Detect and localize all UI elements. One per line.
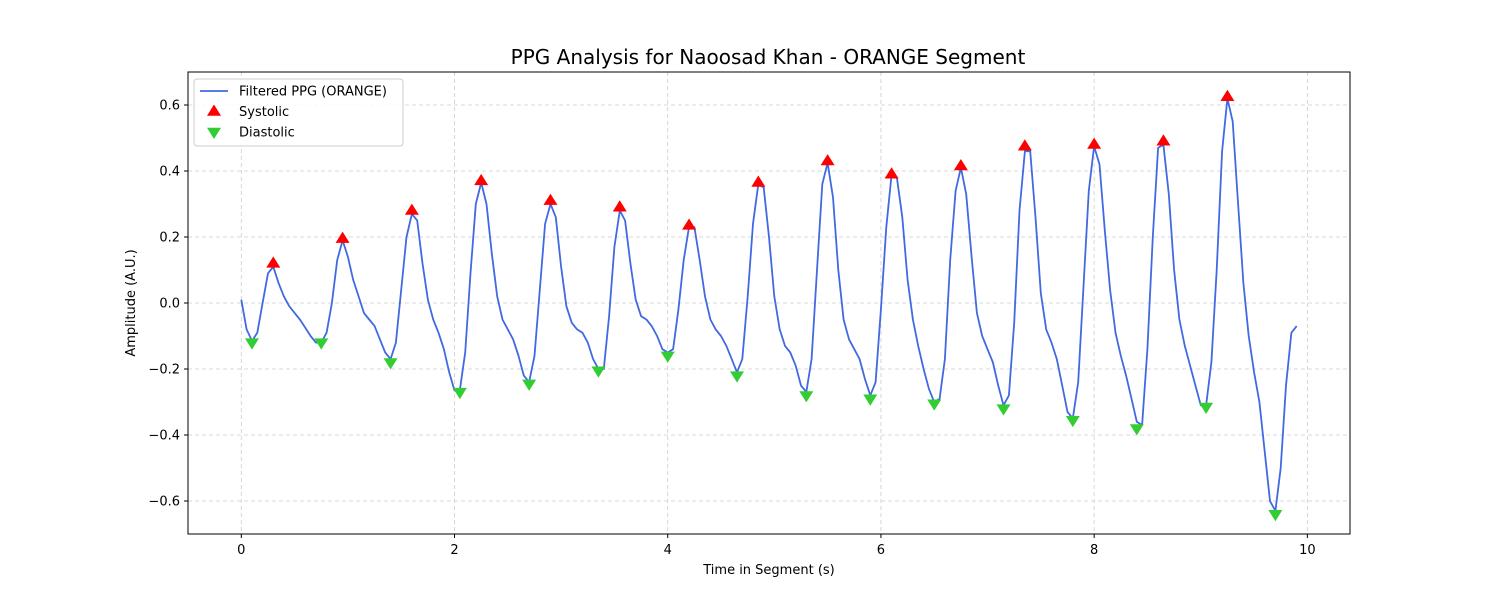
ppg-signal-line	[240, 97, 1298, 512]
systolic-marker	[1017, 139, 1032, 151]
legend-label: Filtered PPG (ORANGE)	[239, 85, 387, 100]
diastolic-marker	[1065, 415, 1080, 428]
diastolic-marker	[996, 404, 1011, 416]
systolic-marker	[474, 173, 489, 186]
systolic-marker	[1156, 134, 1171, 146]
systolic-marker	[1087, 137, 1102, 149]
systolic-marker	[335, 231, 350, 243]
y-tick-label: −0.4	[148, 429, 180, 444]
diastolic-marker	[383, 358, 398, 370]
y-tick-label: 0.0	[159, 297, 180, 312]
x-tick-label: 10	[1299, 543, 1316, 558]
x-tick-label: 2	[450, 543, 458, 558]
diastolic-marker	[591, 366, 606, 378]
y-tick-label: 0.4	[159, 165, 180, 180]
legend-label: Diastolic	[239, 126, 295, 141]
legend-label: Systolic	[239, 105, 289, 120]
diastolic-marker	[452, 387, 467, 400]
systolic-marker	[820, 154, 835, 166]
systolic-marker	[884, 167, 899, 179]
legend-box	[193, 78, 404, 147]
systolic-marker	[953, 159, 968, 171]
y-tick-label: −0.6	[148, 495, 180, 510]
x-tick-label: 4	[664, 543, 672, 558]
x-tick-label: 8	[1090, 543, 1098, 558]
systolic-marker	[682, 218, 697, 230]
x-tick-label: 6	[877, 543, 885, 558]
diastolic-marker	[1268, 510, 1283, 522]
legend: Filtered PPG (ORANGE) Systolic Diastolic	[193, 78, 404, 147]
x-axis-label: Time in Segment (s)	[702, 563, 834, 578]
y-axis-label: Amplitude (A.U.)	[124, 249, 139, 356]
y-tick-label: −0.2	[148, 363, 180, 378]
chart-title: PPG Analysis for Naoosad Khan - ORANGE S…	[511, 45, 1026, 69]
y-tick-label: 0.6	[159, 99, 180, 114]
axis-ticks: 0 2 4 6 8 10 −0.6 −0.4 −0.2 0.0 0.2 0.4 0.6	[148, 99, 1315, 559]
diastolic-marker	[1129, 424, 1144, 436]
diastolic-marker	[730, 371, 745, 383]
diastolic-marker	[1199, 402, 1214, 414]
systolic-marker	[1220, 89, 1235, 101]
plot-area	[240, 89, 1298, 522]
systolic-marker	[612, 200, 627, 212]
diastolic-marker	[927, 399, 942, 411]
x-tick-label: 0	[237, 543, 245, 558]
diastolic-marker	[660, 351, 675, 363]
legend-systolic-swatch	[207, 104, 221, 116]
legend-diastolic-swatch	[207, 127, 221, 139]
systolic-marker	[266, 256, 281, 268]
systolic-marker	[543, 193, 558, 205]
systolic-marker	[751, 175, 766, 187]
diastolic-marker	[863, 394, 878, 406]
diastolic-marker	[799, 391, 814, 403]
y-tick-label: 0.2	[159, 231, 180, 246]
diastolic-marker	[522, 379, 537, 391]
diastolic-marker	[314, 338, 329, 350]
systolic-marker	[404, 203, 419, 215]
diastolic-marker	[244, 338, 259, 350]
